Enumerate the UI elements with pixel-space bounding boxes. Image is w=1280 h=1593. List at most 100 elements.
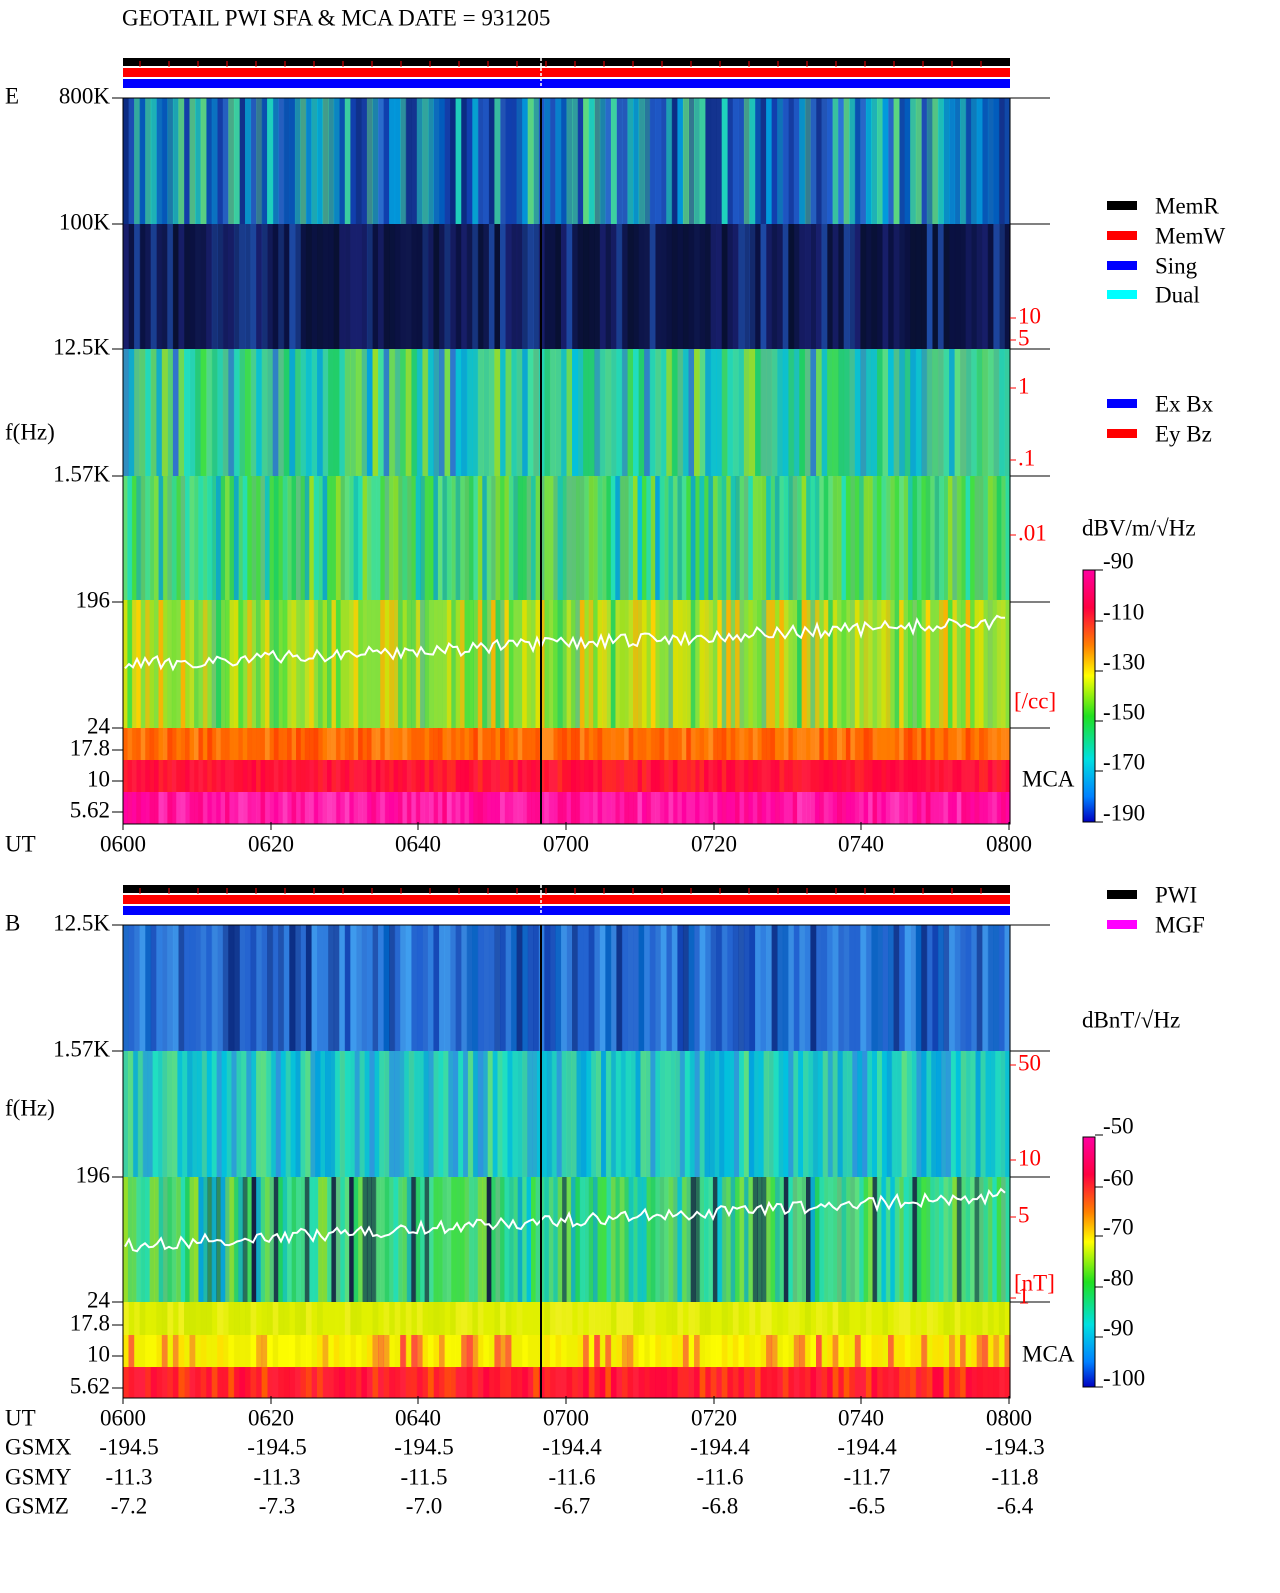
- spectrogram-cell: [504, 728, 510, 760]
- spectrogram-cell: [398, 728, 403, 760]
- spectrogram-cell: [961, 476, 967, 600]
- spectrogram-cell: [588, 98, 595, 224]
- spectrogram-cell: [788, 476, 794, 600]
- spectrogram-cell: [486, 476, 492, 600]
- spectrogram-cell: [400, 1335, 407, 1367]
- spectrogram-cell: [508, 760, 514, 792]
- spectrogram-cell: [239, 98, 246, 224]
- spectrogram-cell: [721, 1177, 727, 1302]
- spectrogram-cell: [732, 98, 739, 224]
- spectrogram-cell: [504, 760, 510, 792]
- spectrogram-cell: [594, 98, 601, 224]
- spectrogram-cell: [216, 476, 222, 600]
- spectrogram-cell: [633, 224, 640, 349]
- spectrogram-cell: [375, 476, 381, 600]
- spectrogram-cell: [615, 476, 621, 600]
- spectrogram-cell: [327, 792, 332, 824]
- spectrogram-cell: [473, 792, 479, 824]
- spectrogram-cell: [361, 1367, 368, 1398]
- spectrogram-cell: [455, 476, 461, 600]
- spectrogram-cell: [655, 1367, 662, 1398]
- spectrogram-cell: [557, 476, 563, 600]
- spectrogram-cell: [610, 600, 616, 728]
- status-bar-memr: [123, 885, 1010, 893]
- spectrogram-cell: [272, 1335, 279, 1367]
- spectrogram-cell: [245, 1302, 252, 1335]
- spectrogram-cell: [291, 600, 297, 728]
- spectrogram-cell: [442, 600, 448, 728]
- spectrogram-cell: [162, 792, 168, 824]
- spectrogram-cell: [371, 728, 377, 760]
- spectrogram-cell: [671, 1367, 678, 1398]
- spectrogram-cell: [313, 728, 319, 760]
- spectrogram-cell: [837, 600, 842, 728]
- spectrogram-cell: [819, 476, 825, 600]
- spectrogram-cell: [261, 1302, 268, 1335]
- spectrogram-cell: [504, 1177, 510, 1302]
- spectrogram-cell: [375, 792, 381, 824]
- spectrogram-cell: [211, 224, 218, 349]
- spectrogram-cell: [793, 1367, 800, 1398]
- spectrogram-cell: [384, 728, 390, 760]
- spectrogram-cell: [394, 349, 401, 476]
- spectrogram-cell: [717, 476, 723, 600]
- spectrogram-cell: [732, 224, 739, 349]
- spectrogram-cell: [688, 1367, 695, 1398]
- spectrogram-cell: [860, 1302, 867, 1335]
- spectrogram-cell: [220, 600, 226, 728]
- spectrogram-cell: [260, 600, 266, 728]
- spectrogram-cell: [269, 476, 275, 600]
- spectrogram-cell: [633, 760, 638, 792]
- spectrogram-cell: [311, 1302, 318, 1335]
- spectrogram-cell: [305, 1367, 312, 1398]
- spectrogram-cell: [804, 224, 811, 349]
- spectrogram-cell: [621, 1302, 628, 1335]
- spectrogram-cell: [207, 600, 213, 728]
- spectrogram-cell: [934, 1177, 940, 1302]
- spectrogram-cell: [229, 760, 235, 792]
- spectrogram-cell: [172, 224, 179, 349]
- spectrogram-cell: [638, 925, 645, 1051]
- spectrogram-cell: [472, 98, 479, 224]
- spectrogram-cell: [704, 760, 709, 792]
- spectrogram-cell: [827, 1367, 834, 1398]
- spectrogram-cell: [300, 792, 306, 824]
- spectrogram-cell: [539, 728, 545, 760]
- spectrogram-cell: [992, 600, 998, 728]
- spectrogram-cell: [405, 349, 412, 476]
- spectrogram-cell: [322, 792, 328, 824]
- spectrogram-cell: [272, 98, 279, 224]
- spectrogram-cell: [801, 728, 807, 760]
- spectrogram-cell: [269, 600, 275, 728]
- spectrogram-cell: [579, 728, 585, 760]
- spectrogram-cell: [871, 925, 878, 1051]
- spectrogram-cell: [275, 1051, 282, 1177]
- spectrogram-cell: [439, 1302, 446, 1335]
- spectrogram-cell: [139, 224, 146, 349]
- spectrogram-cell: [333, 925, 340, 1051]
- spectrogram-cell: [721, 760, 727, 792]
- spectrogram-cell: [743, 925, 750, 1051]
- spectrogram-cell: [361, 1302, 368, 1335]
- spectrogram-cell: [500, 728, 505, 760]
- spectrogram-cell: [705, 1302, 712, 1335]
- spectrogram-cell: [863, 728, 869, 760]
- spectrogram-cell: [881, 760, 887, 792]
- spectrogram-cell: [677, 1302, 684, 1335]
- spectrogram-cell: [304, 760, 310, 792]
- y-tick-label: 5.62: [70, 1373, 110, 1398]
- spectrogram-cell: [838, 349, 845, 476]
- spectrogram-cell: [289, 1302, 296, 1335]
- spectrogram-cell: [291, 760, 297, 792]
- spectrogram-cell: [134, 925, 141, 1051]
- spectrogram-cell: [579, 476, 585, 600]
- spectrogram-cell: [934, 792, 940, 824]
- position-value: -6.7: [554, 1493, 590, 1518]
- spectrogram-cell: [575, 476, 581, 600]
- spectrogram-cell: [694, 1367, 701, 1398]
- spectrogram-cell: [806, 760, 811, 792]
- spectrogram-cell: [841, 792, 847, 824]
- spectrogram-cell: [488, 925, 495, 1051]
- colorbar-tick-label: -130: [1103, 649, 1145, 674]
- spectrogram-cell: [322, 224, 329, 349]
